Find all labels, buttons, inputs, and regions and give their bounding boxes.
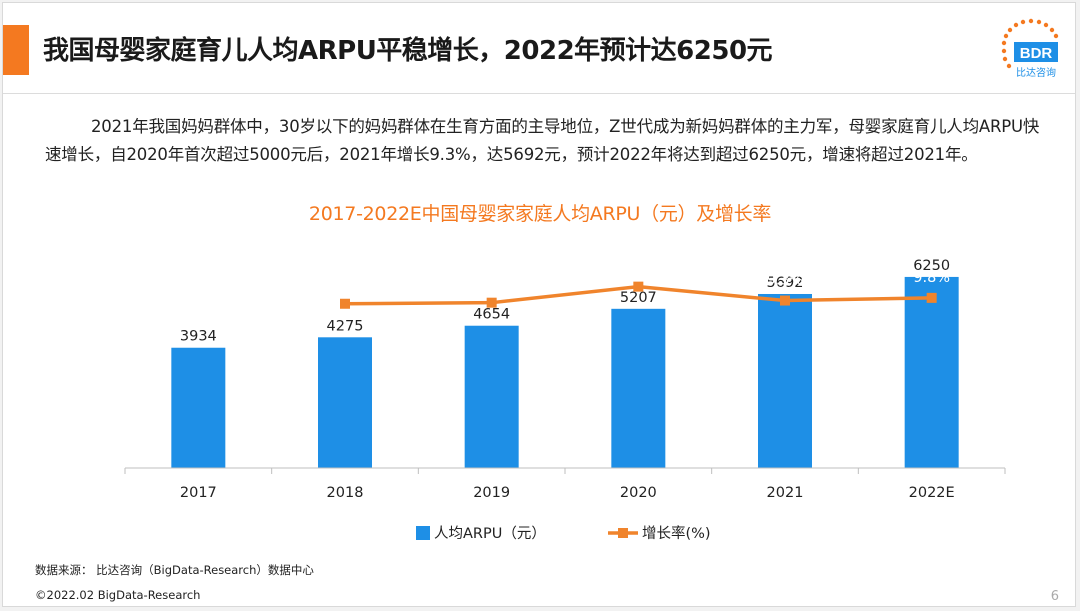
growth-label-2021: 9.3% [767, 273, 804, 289]
growth-point-2022E [926, 292, 937, 303]
header-divider [3, 93, 1075, 94]
growth-point-2018 [340, 298, 350, 309]
data-source: 数据来源： 比达咨询（BigData-Research）数据中心 [35, 563, 314, 577]
growth-label-2022E: 9.8% [913, 270, 950, 286]
bar-2021 [758, 293, 812, 468]
legend-label-arpu: 人均ARPU（元） [434, 525, 546, 542]
growth-point-2020 [633, 281, 644, 292]
x-tick-2019: 2019 [473, 485, 510, 501]
x-tick-2022E: 2022E [909, 485, 955, 501]
growth-point-2021 [780, 295, 790, 306]
growth-label-2020: 11.9% [615, 259, 661, 275]
growth-label-2018: 8.7% [327, 276, 364, 292]
arpu-chart: 3934 2017 4275 2018 4654 2019 5207 2020 5692 2021… [124, 258, 1006, 542]
bdr-logo: BDR 比达咨询 [1001, 18, 1059, 79]
bar-2019 [464, 325, 519, 468]
bar-label-2022E: 6250 [913, 258, 950, 274]
growth-point-2019 [486, 297, 497, 308]
title-accent-bar [3, 25, 29, 75]
bar-label-2018: 4275 [327, 318, 364, 334]
x-tick-2018: 2018 [327, 485, 364, 501]
chart-title: 2017-2022E中国母婴家家庭人均ARPU（元）及增长率 [308, 203, 772, 225]
legend-swatch-arpu [416, 526, 430, 540]
bar-2022E [904, 276, 959, 468]
bar-2018 [318, 337, 372, 468]
page-title: 我国母婴家庭育儿人均ARPU平稳增长，2022年预计达6250元 [43, 36, 773, 66]
legend-label-growth: 增长率(%) [642, 525, 711, 542]
logo-dots [1001, 18, 1059, 69]
bar-2020 [611, 308, 666, 468]
x-tick-2021: 2021 [767, 485, 804, 501]
page-number: 6 [1050, 589, 1059, 604]
logo-subtext: 比达咨询 [1016, 66, 1056, 79]
copyright: ©2022.02 BigData-Research [35, 588, 201, 602]
bar-label-2021: 5692 [767, 275, 804, 291]
bar-label-2017: 3934 [180, 329, 217, 345]
bar-label-2020: 5207 [620, 290, 657, 306]
legend-marker-growth [618, 528, 628, 538]
bar-label-2019: 4654 [473, 307, 510, 323]
growth-label-2019: 8.9% [473, 275, 510, 291]
x-tick-2020: 2020 [620, 485, 657, 501]
intro-paragraph: 2021年我国妈妈群体中，30岁以下的妈妈群体在生育方面的主导地位，Z世代成为新… [45, 117, 1040, 164]
logo-text: BDR [1020, 45, 1053, 62]
bar-2017 [171, 347, 226, 468]
x-tick-2017: 2017 [180, 485, 217, 501]
